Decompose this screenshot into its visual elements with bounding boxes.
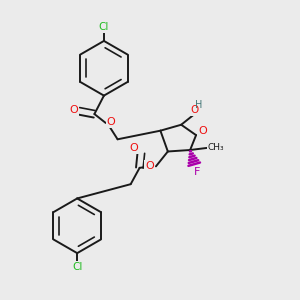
Text: Cl: Cl — [72, 262, 83, 272]
Text: F: F — [194, 167, 201, 177]
Text: O: O — [145, 161, 154, 171]
Text: O: O — [69, 106, 78, 116]
Text: O: O — [129, 142, 138, 153]
Text: O: O — [190, 106, 199, 116]
Text: O: O — [198, 126, 207, 136]
Text: O: O — [107, 117, 116, 128]
Text: CH₃: CH₃ — [208, 143, 224, 152]
Text: H: H — [195, 100, 203, 110]
Text: Cl: Cl — [99, 22, 109, 32]
Text: O: O — [198, 126, 207, 136]
